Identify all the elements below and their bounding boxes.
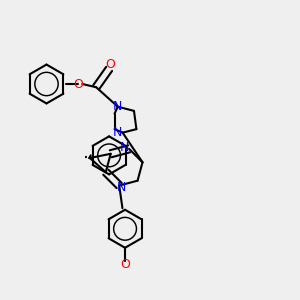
Text: O: O [73, 77, 83, 91]
Text: N: N [117, 182, 126, 194]
Text: N: N [112, 126, 122, 139]
Text: O: O [120, 258, 130, 271]
Text: N: N [120, 141, 129, 154]
Text: O: O [106, 58, 116, 71]
Text: N: N [113, 100, 122, 113]
